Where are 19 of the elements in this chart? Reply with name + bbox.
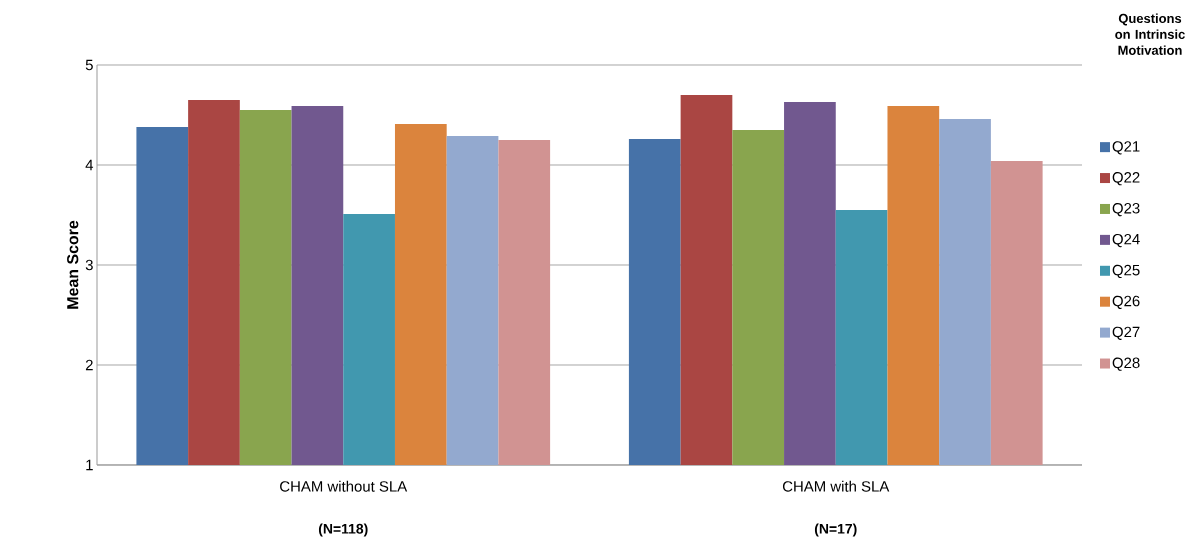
y-axis-title: Mean Score [67,220,79,309]
y-tick-label: 2 [85,359,93,371]
legend-label: Q21 [1112,141,1140,155]
text: (N=118) [318,523,368,537]
legend-label: Q28 [1112,357,1140,371]
y-tick-label: 1 [86,459,93,471]
y-tick-label: 5 [85,59,93,71]
text: (N=17) [814,523,857,537]
legend-title: Questions on Intrinsic Motivation [1115,13,1185,55]
legend-label: Q23 [1112,203,1140,217]
legend-label: Q22 [1112,172,1140,186]
legend-label: Q27 [1112,326,1140,340]
legend-label: Q25 [1112,264,1140,279]
x-tick-label: CHAM without SLA [280,480,408,492]
legend-label: Q26 [1112,295,1140,309]
x-tick-label: CHAM with SLA [782,480,890,492]
legend-label: Q24 [1112,233,1140,248]
y-tick-label: 3 [85,259,93,271]
y-tick-label: 4 [85,159,94,171]
